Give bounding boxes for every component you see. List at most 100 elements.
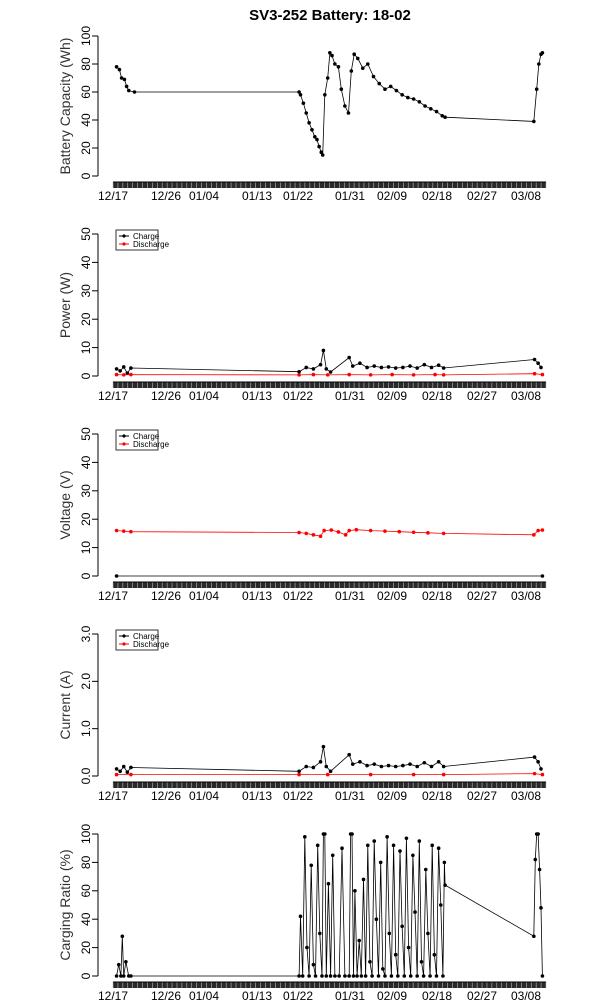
x-tick-label: 02/18 xyxy=(422,589,452,603)
legend-box xyxy=(115,429,159,451)
data-point xyxy=(353,889,357,893)
panel-voltage: 0 10 20 30 40 50 Voltage (V) 12/17 12/26 01/04 01/… xyxy=(57,427,547,603)
x-tick-label: 01/04 xyxy=(189,789,219,803)
data-point xyxy=(413,910,417,914)
data-point xyxy=(415,974,419,978)
y-axis-title: Power (W) xyxy=(57,272,73,338)
data-point xyxy=(374,917,379,921)
y-tick-label: 10 xyxy=(79,341,93,355)
data-point xyxy=(124,960,128,964)
data-point xyxy=(372,839,377,843)
x-tick-label: 01/31 xyxy=(335,589,365,603)
data-point xyxy=(121,764,126,769)
legend-swatch-point xyxy=(122,234,126,238)
x-tick-label: 02/18 xyxy=(422,989,452,1000)
y-tick-label: 40 xyxy=(79,912,93,926)
legend-label: Charge xyxy=(133,232,160,241)
x-tick-label: 01/04 xyxy=(189,589,219,603)
legend-label: Charge xyxy=(133,632,160,641)
data-point xyxy=(426,931,430,936)
data-point xyxy=(398,849,402,853)
data-point xyxy=(383,529,387,533)
data-point xyxy=(349,69,354,73)
y-tick-label: 2.0 xyxy=(79,673,93,690)
data-point xyxy=(537,867,542,872)
data-point xyxy=(333,974,337,978)
x-tick-label: 01/13 xyxy=(242,189,272,203)
data-point xyxy=(343,104,347,108)
y-tick-label: 60 xyxy=(79,884,93,898)
y-tick-label: 0 xyxy=(79,572,93,579)
data-point xyxy=(118,769,122,774)
y-tick-label: 60 xyxy=(79,85,93,99)
data-point xyxy=(114,574,119,578)
data-point xyxy=(333,62,337,66)
y-tick-label: 20 xyxy=(79,141,93,155)
panel-power: 0 10 20 30 40 50 Power (W) 12/17 12/26 01/04 01/13… xyxy=(57,227,547,403)
data-point xyxy=(347,528,351,533)
data-point xyxy=(114,528,119,533)
data-point xyxy=(441,974,445,978)
y-axis-title: Carging Ratio (%) xyxy=(57,849,73,960)
data-point xyxy=(363,974,368,978)
x-tick-label: 01/22 xyxy=(283,189,313,203)
x-tick-label: 01/13 xyxy=(242,389,272,403)
data-point xyxy=(318,362,323,367)
data-point xyxy=(368,528,373,533)
data-point xyxy=(355,974,359,978)
data-point xyxy=(408,762,412,766)
data-point xyxy=(422,362,427,367)
data-point xyxy=(408,974,413,978)
series-line-main xyxy=(116,833,543,977)
data-point xyxy=(365,365,369,370)
data-point xyxy=(377,81,382,86)
x-tick-label: 02/18 xyxy=(422,189,452,203)
legend-label: Discharge xyxy=(133,640,170,649)
y-tick-label: 0 xyxy=(79,172,93,179)
data-point xyxy=(386,763,391,768)
data-point xyxy=(350,832,354,836)
data-point xyxy=(388,84,393,89)
data-point xyxy=(124,84,129,89)
data-point xyxy=(440,114,445,118)
data-point xyxy=(393,764,398,769)
data-point xyxy=(343,533,348,537)
legend-label: Discharge xyxy=(133,440,170,449)
legend-label: Charge xyxy=(133,432,160,441)
panel-ratio: 0 20 40 60 80 100 Carging Ratio (%) 12/17 12/26 0… xyxy=(57,824,547,1000)
data-point xyxy=(539,906,543,910)
data-point xyxy=(122,77,127,82)
data-point xyxy=(336,530,341,534)
x-tick-label: 12/26 xyxy=(151,389,181,403)
data-point xyxy=(129,974,133,978)
x-tick-label: 02/27 xyxy=(467,189,497,203)
data-point xyxy=(429,764,434,769)
data-point xyxy=(114,372,119,377)
data-point xyxy=(383,87,387,91)
data-point xyxy=(438,903,443,907)
series-line-charge xyxy=(116,746,542,773)
data-point xyxy=(360,66,365,70)
data-point xyxy=(114,772,119,777)
data-point xyxy=(401,365,405,370)
data-point xyxy=(323,832,327,836)
x-tick-label: 02/27 xyxy=(467,789,497,803)
data-point xyxy=(394,88,399,93)
data-point xyxy=(417,839,422,843)
data-point xyxy=(387,931,392,936)
data-point xyxy=(324,974,329,978)
data-point xyxy=(539,365,543,370)
y-tick-label: 40 xyxy=(79,113,93,127)
data-point xyxy=(114,367,119,371)
data-point xyxy=(310,128,314,132)
data-point xyxy=(297,373,301,377)
data-point xyxy=(540,772,545,777)
x-tick-label: 12/26 xyxy=(151,189,181,203)
data-point xyxy=(400,93,404,97)
x-tick-label: 03/08 xyxy=(511,789,541,803)
x-tick-label: 03/08 xyxy=(511,389,541,403)
data-point xyxy=(297,974,301,978)
x-tick-label: 12/26 xyxy=(151,789,181,803)
data-point xyxy=(393,952,398,957)
data-point xyxy=(441,373,446,377)
